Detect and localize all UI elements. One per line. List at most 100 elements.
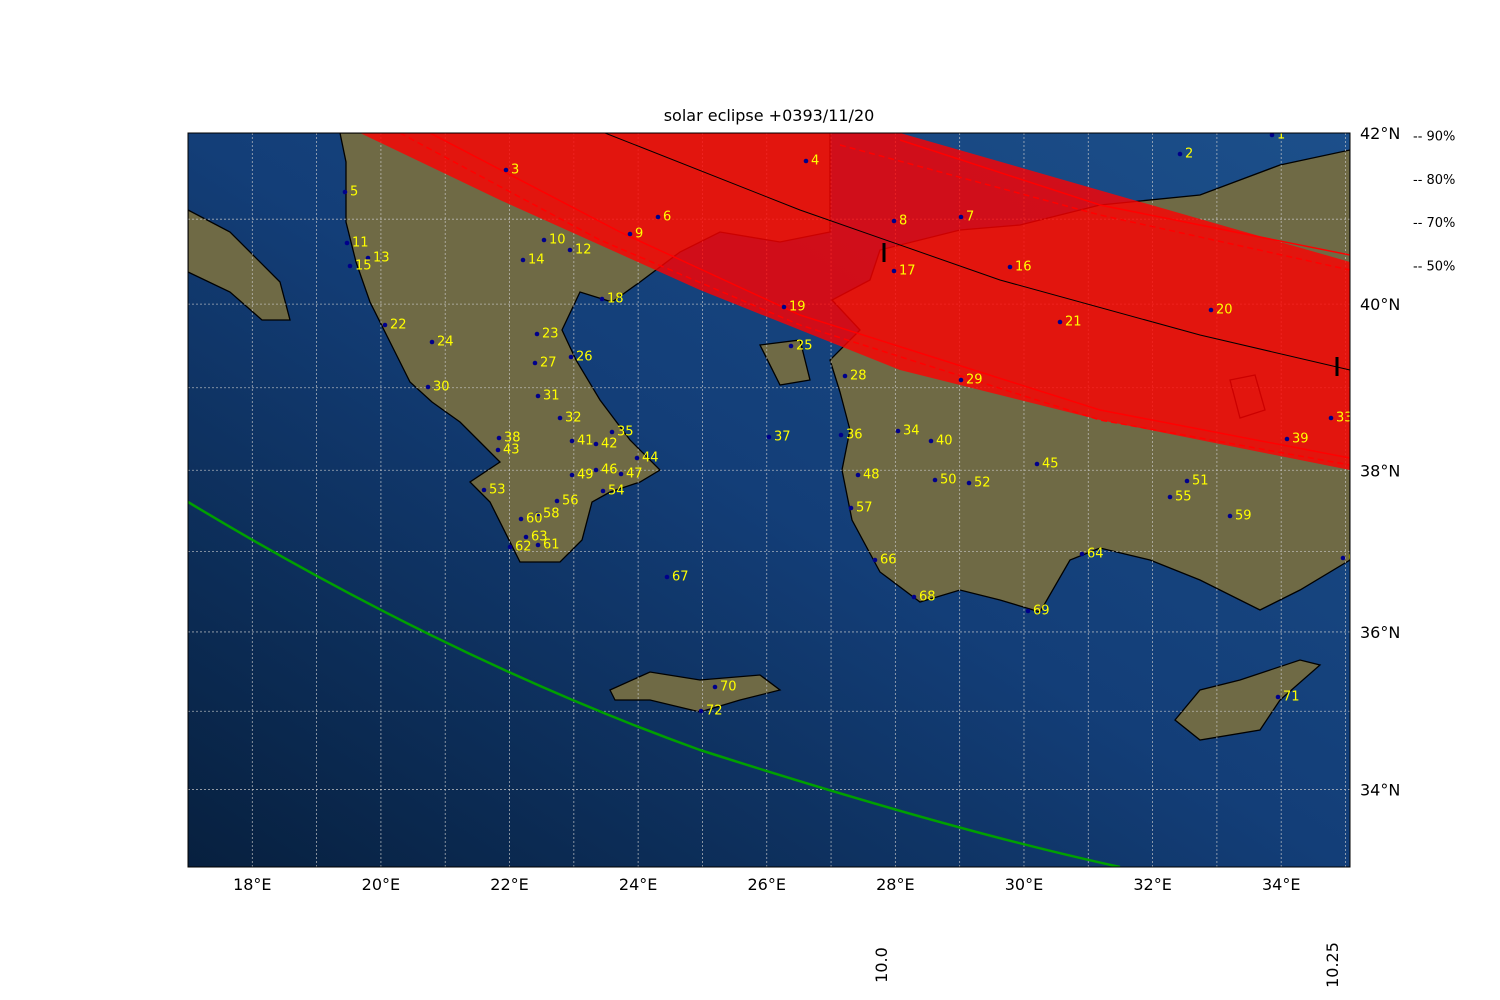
place-dot	[788, 343, 794, 349]
place-dot	[569, 438, 575, 444]
place-dot	[1057, 319, 1063, 325]
place-label: 39	[1292, 432, 1309, 447]
place-dot	[609, 429, 615, 435]
place-dot	[1034, 461, 1040, 467]
eclipse-band	[360, 133, 1350, 470]
place-dot	[627, 231, 633, 237]
place-dot	[766, 434, 772, 440]
place-dot	[1079, 551, 1085, 557]
place-dot	[618, 471, 624, 477]
place-dot	[535, 542, 541, 548]
frame	[187, 132, 1351, 868]
place-dot	[507, 544, 513, 550]
place-label: 58	[543, 507, 560, 522]
place-label: 38	[504, 431, 521, 446]
y-tick-label: 34°N	[1360, 781, 1400, 800]
place-dot	[1340, 555, 1346, 561]
time-mark-label: 10.0	[872, 947, 891, 983]
place-label: 42	[601, 437, 618, 452]
band-lines	[399, 133, 1350, 466]
place-label: 57	[856, 501, 873, 516]
legend-label: -- 80%	[1413, 173, 1455, 188]
place-dot	[593, 467, 599, 473]
place-dot	[891, 218, 897, 224]
x-tick-label: 34°E	[1262, 875, 1300, 894]
place-dot	[966, 480, 972, 486]
place-dot	[481, 487, 487, 493]
place-dot	[554, 498, 560, 504]
x-tick-label: 18°E	[233, 875, 271, 894]
place-dot	[532, 360, 538, 366]
place-label: 40	[936, 434, 953, 449]
place-dot	[496, 435, 502, 441]
legend-label: -- 70%	[1413, 216, 1455, 231]
place-dot	[1007, 264, 1013, 270]
place-label: 56	[562, 494, 579, 509]
place-label: 61	[543, 538, 560, 553]
place-dot	[958, 214, 964, 220]
place-dot	[535, 393, 541, 399]
x-tick-label: 28°E	[876, 875, 914, 894]
place-label: 7	[966, 210, 974, 225]
place-label: 66	[880, 553, 897, 568]
place-label: 65	[1348, 551, 1365, 566]
place-dot	[1177, 151, 1183, 157]
place-label: 67	[672, 570, 689, 585]
place-label: 6	[663, 210, 671, 225]
place-label: 30	[433, 380, 450, 395]
place-label: 18	[607, 292, 624, 307]
place-label: 63	[531, 530, 548, 545]
place-dot	[599, 296, 605, 302]
place-label: 35	[617, 425, 634, 440]
place-label: 22	[390, 318, 407, 333]
place-dot	[541, 237, 547, 243]
place-dot	[712, 684, 718, 690]
y-tick-label: 40°N	[1360, 295, 1400, 314]
place-dot	[1227, 513, 1233, 519]
place-dot	[664, 574, 670, 580]
place-dot	[1328, 415, 1334, 421]
y-tick-label: 42°N	[1360, 124, 1400, 143]
place-dot	[1184, 478, 1190, 484]
place-label: 33	[1336, 411, 1353, 426]
x-tick-label: 32°E	[1133, 875, 1171, 894]
place-dot	[838, 432, 844, 438]
place-dot	[557, 415, 563, 421]
place-label: 62	[515, 540, 532, 555]
place-label: 8	[899, 214, 907, 229]
place-label: 29	[966, 373, 983, 388]
place-dot	[1284, 436, 1290, 442]
place-label: 44	[642, 451, 659, 466]
place-dot	[495, 447, 501, 453]
place-label: 68	[919, 590, 936, 605]
place-dot	[872, 557, 878, 563]
place-label: 17	[899, 264, 916, 279]
x-tick-label: 30°E	[1005, 875, 1043, 894]
place-dot	[568, 354, 574, 360]
place-dot	[1269, 133, 1275, 138]
place-label: 15	[355, 259, 372, 274]
place-dot	[593, 441, 599, 447]
place-label: 69	[1033, 604, 1050, 619]
place-dot	[347, 263, 353, 269]
place-dot	[1167, 494, 1173, 500]
place-dot	[848, 505, 854, 511]
legend-label: -- 50%	[1413, 259, 1455, 274]
place-label: 10	[549, 233, 566, 248]
place-dot	[803, 158, 809, 164]
place-label: 46	[601, 463, 618, 478]
x-tick-label: 24°E	[619, 875, 657, 894]
place-dot	[1208, 307, 1214, 313]
place-dot	[855, 472, 861, 478]
place-label: 34	[903, 424, 920, 439]
title: solar eclipse +0393/11/20	[664, 106, 875, 125]
place-label: 13	[373, 251, 390, 266]
place-label: 26	[576, 350, 593, 365]
place-label: 21	[1065, 315, 1082, 330]
place-label: 4	[811, 154, 819, 169]
place-dot	[382, 322, 388, 328]
place-dot	[1275, 694, 1281, 700]
place-label: 23	[542, 327, 559, 342]
place-label: 53	[489, 483, 506, 498]
